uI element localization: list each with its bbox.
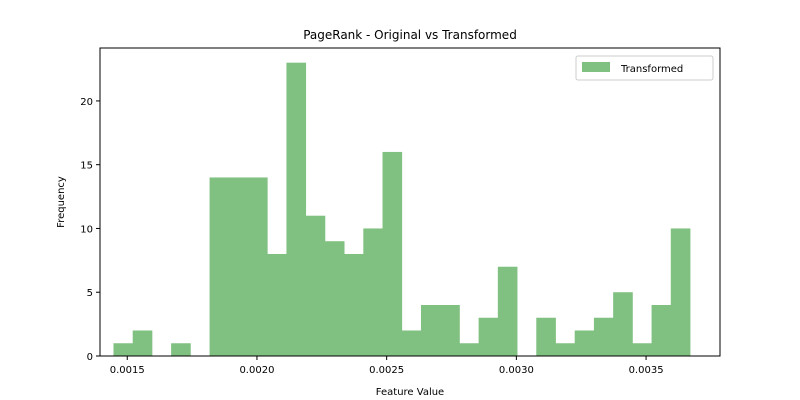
histogram-bar <box>555 343 576 356</box>
y-tick-label: 20 <box>80 97 93 108</box>
legend-swatch <box>582 62 610 72</box>
histogram-bar <box>613 292 633 356</box>
y-tick-label: 0 <box>87 352 93 363</box>
histogram-bar <box>497 266 518 356</box>
y-tick-label: 10 <box>80 224 93 235</box>
x-axis-title: Feature Value <box>376 387 444 398</box>
histogram-bar <box>248 177 268 356</box>
y-tick-label: 15 <box>80 161 93 172</box>
histogram-bar <box>440 304 460 356</box>
legend-box <box>575 55 714 81</box>
histogram-bar <box>670 228 691 356</box>
y-axis: 0 5 10 15 20 <box>80 97 100 363</box>
y-axis-title: Frequency <box>56 176 67 228</box>
legend-label: Transformed <box>620 64 683 75</box>
histogram-bar <box>536 317 556 356</box>
histogram-bar <box>651 304 672 356</box>
plot-frame <box>99 47 721 357</box>
histogram-bar <box>478 317 499 356</box>
histogram-bar <box>228 177 249 356</box>
histogram-bar <box>305 215 326 356</box>
histogram-bar <box>267 253 287 356</box>
histogram-bar <box>363 228 383 356</box>
histogram-bar <box>401 330 422 356</box>
histogram-bar <box>593 317 614 356</box>
histogram-bar <box>344 253 364 356</box>
chart-title: PageRank - Original vs Transformed <box>303 28 517 42</box>
histogram-bar <box>132 330 153 356</box>
histogram-bar <box>209 177 230 356</box>
histogram-bar <box>286 62 307 357</box>
x-axis: 0.0015 0.0020 0.0025 0.0030 0.0035 <box>110 356 664 376</box>
histogram-bar <box>420 304 441 356</box>
x-tick-label: 0.0015 <box>110 365 145 376</box>
histogram-bar <box>459 343 480 356</box>
histogram-bar <box>171 343 191 356</box>
histogram-bar <box>574 330 595 356</box>
x-tick-label: 0.0020 <box>239 365 274 376</box>
x-tick-label: 0.0030 <box>499 365 534 376</box>
x-tick-label: 0.0035 <box>629 365 664 376</box>
bars-group <box>113 62 691 357</box>
histogram-bar <box>382 151 403 356</box>
legend: Transformed <box>575 55 714 81</box>
histogram-bar <box>113 343 134 356</box>
histogram-bar <box>324 241 345 356</box>
histogram-bar <box>632 343 652 356</box>
x-tick-label: 0.0025 <box>369 365 404 376</box>
y-tick-label: 5 <box>87 288 93 299</box>
